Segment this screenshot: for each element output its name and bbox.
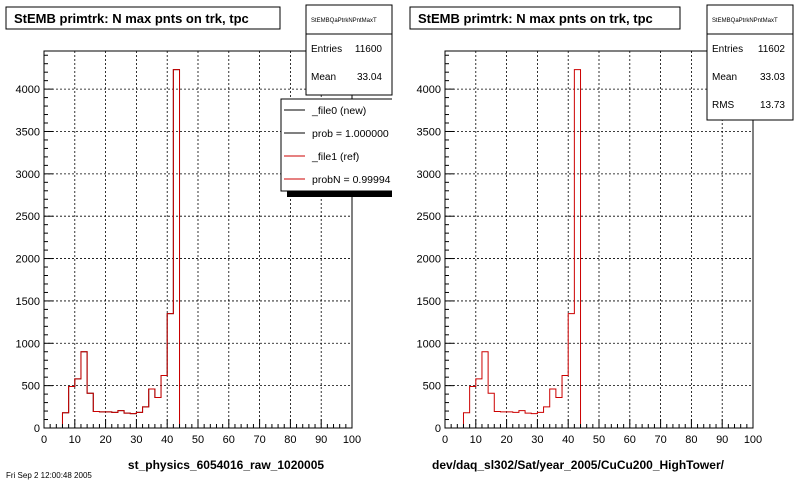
legend-label-0: _file0 (new): [311, 105, 366, 117]
x-tick-label: 40: [562, 434, 574, 446]
footer-timestamp: Fri Sep 2 12:00:48 2005: [6, 471, 92, 480]
x-tick-label: 10: [470, 434, 482, 446]
right-xlabel: dev/daq_sl302/Sat/year_2005/CuCu200_High…: [432, 458, 725, 472]
x-tick-label: 10: [69, 434, 81, 446]
right-stats-mean-value: 33.03: [760, 72, 785, 83]
y-tick-label: 1500: [16, 296, 40, 308]
left-stats-mean-value: 33.04: [357, 72, 382, 83]
x-tick-label: 0: [41, 434, 47, 446]
x-tick-label: 90: [315, 434, 327, 446]
y-tick-label: 2000: [16, 254, 40, 266]
legend-label-2: _file1 (ref): [311, 151, 359, 163]
x-tick-label: 20: [99, 434, 111, 446]
y-tick-label: 2000: [417, 254, 441, 266]
right-axes-ticks: 0 10 20 30 40 50 60 70 80 90 100050010001500200025…: [417, 54, 762, 446]
y-tick-label: 0: [34, 423, 40, 435]
x-tick-label: 70: [654, 434, 666, 446]
left-stats-box: [305, 4, 393, 96]
left-title-box: [5, 6, 281, 30]
right-stats-rms-value: 13.73: [760, 100, 785, 111]
right-title: StEMB primtrk: N max pnts on trk, tpc: [418, 11, 653, 26]
y-tick-label: 1000: [16, 338, 40, 350]
y-tick-label: 3000: [16, 169, 40, 181]
left-legend-box: [280, 98, 392, 192]
x-tick-label: 50: [192, 434, 204, 446]
right-stats-box: [706, 4, 794, 121]
y-tick-label: 4000: [16, 84, 40, 96]
y-tick-label: 3500: [417, 126, 441, 138]
right-panel: 0 10 20 30 40 50 60 70 80 90 100050010001500200025…: [409, 4, 794, 472]
y-tick-label: 2500: [16, 211, 40, 223]
left-axes-ticks: 0 10 20 30 40 50 60 70 80 90 100050010001500200025…: [16, 54, 361, 446]
right-stats-name: StEMBQaPtrkNPntMaxT: [712, 18, 778, 24]
y-tick-label: 500: [22, 381, 40, 393]
right-stats-entries-value: 11602: [758, 44, 786, 55]
left-panel: 0 10 20 30 40 50 60 70 80 90 100050010001500200025…: [5, 4, 393, 472]
x-tick-label: 80: [284, 434, 296, 446]
right-stats-entries-label: Entries: [712, 44, 743, 55]
x-tick-label: 100: [744, 434, 762, 446]
x-tick-label: 50: [593, 434, 605, 446]
x-tick-label: 70: [253, 434, 265, 446]
x-tick-label: 20: [500, 434, 512, 446]
x-tick-label: 100: [343, 434, 361, 446]
left-legend-clip: _file0 (new) prob = 1.000000 _file1 (ref…: [280, 98, 392, 197]
y-tick-label: 500: [423, 381, 441, 393]
left-title: StEMB primtrk: N max pnts on trk, tpc: [14, 11, 249, 26]
x-tick-label: 90: [716, 434, 728, 446]
y-tick-label: 1000: [417, 338, 441, 350]
y-tick-label: 2500: [417, 211, 441, 223]
x-tick-label: 30: [130, 434, 142, 446]
right-title-box: [409, 6, 681, 30]
x-tick-label: 60: [223, 434, 235, 446]
legend-label-3: probN = 0.99994: [312, 174, 391, 186]
left-stats-entries-value: 11600: [355, 44, 383, 55]
x-tick-label: 0: [442, 434, 448, 446]
left-stats-name: StEMBQaPtrkNPntMaxT: [311, 18, 377, 24]
y-tick-label: 3500: [16, 126, 40, 138]
left-stats-entries-label: Entries: [311, 44, 342, 55]
x-tick-label: 40: [161, 434, 173, 446]
right-stats-mean-label: Mean: [712, 72, 737, 83]
left-xlabel: st_physics_6054016_raw_1020005: [128, 458, 324, 472]
x-tick-label: 80: [685, 434, 697, 446]
right-stats-rms-label: RMS: [712, 100, 735, 111]
left-grid: [44, 51, 352, 428]
y-tick-label: 1500: [417, 296, 441, 308]
right-grid: [445, 51, 753, 428]
x-tick-label: 30: [531, 434, 543, 446]
left-stats-mean-label: Mean: [311, 72, 336, 83]
y-tick-label: 3000: [417, 169, 441, 181]
x-tick-label: 60: [624, 434, 636, 446]
legend-label-1: prob = 1.000000: [312, 128, 389, 140]
y-tick-label: 0: [435, 423, 441, 435]
y-tick-label: 4000: [417, 84, 441, 96]
